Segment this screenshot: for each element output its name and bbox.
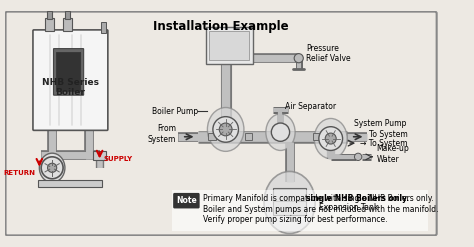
Bar [65, 11, 71, 19]
Circle shape [319, 127, 343, 150]
Text: Make-up
Water: Make-up Water [376, 144, 409, 165]
Bar [46, 11, 52, 19]
Bar [245, 133, 252, 140]
Circle shape [213, 117, 238, 142]
FancyBboxPatch shape [56, 52, 81, 91]
Bar [209, 31, 249, 60]
Bar [273, 188, 306, 215]
FancyBboxPatch shape [54, 49, 83, 95]
Text: NHB Series
Boiler: NHB Series Boiler [42, 78, 99, 97]
Text: System Pump: System Pump [354, 120, 406, 128]
Bar [206, 27, 253, 64]
Circle shape [355, 153, 362, 161]
Text: SUPPLY: SUPPLY [103, 156, 132, 162]
Circle shape [219, 123, 232, 136]
Circle shape [271, 123, 290, 141]
Bar [277, 133, 284, 140]
Ellipse shape [39, 153, 65, 183]
Bar [313, 133, 321, 140]
FancyBboxPatch shape [6, 12, 437, 235]
Text: Boiler Pump: Boiler Pump [152, 107, 198, 116]
Bar [93, 151, 106, 160]
Text: Note: Note [176, 196, 197, 205]
Bar [45, 18, 54, 31]
Text: To System: To System [369, 129, 408, 139]
Text: → To System: → To System [360, 139, 408, 148]
FancyBboxPatch shape [33, 30, 108, 130]
Ellipse shape [314, 119, 347, 159]
Bar [208, 133, 216, 140]
Circle shape [325, 133, 336, 144]
Bar [172, 190, 428, 231]
Circle shape [41, 157, 63, 179]
Circle shape [294, 54, 303, 63]
Bar [38, 180, 102, 187]
Text: Pressure
Relief Valve: Pressure Relief Valve [306, 44, 351, 63]
Bar [101, 22, 106, 33]
Ellipse shape [266, 114, 295, 150]
FancyBboxPatch shape [173, 193, 200, 208]
Text: From
System: From System [148, 124, 176, 144]
Circle shape [47, 163, 57, 172]
Text: RETURN: RETURN [4, 170, 36, 176]
Text: Primary Manifold is compatible with single NHB Boilers only.: Primary Manifold is compatible with sing… [203, 194, 433, 203]
Text: Air Separator: Air Separator [285, 102, 336, 111]
Text: Boiler and System pumps are not included with the manifold.: Boiler and System pumps are not included… [203, 205, 438, 214]
Text: Installation Example: Installation Example [153, 20, 289, 33]
Ellipse shape [264, 171, 315, 234]
Text: Expansion Tank: Expansion Tank [319, 203, 378, 212]
Ellipse shape [208, 107, 244, 151]
Text: Verify proper pump sizing for best performance.: Verify proper pump sizing for best perfo… [203, 215, 387, 224]
Bar [63, 18, 72, 31]
Text: single NHB Boilers only.: single NHB Boilers only. [306, 194, 410, 203]
